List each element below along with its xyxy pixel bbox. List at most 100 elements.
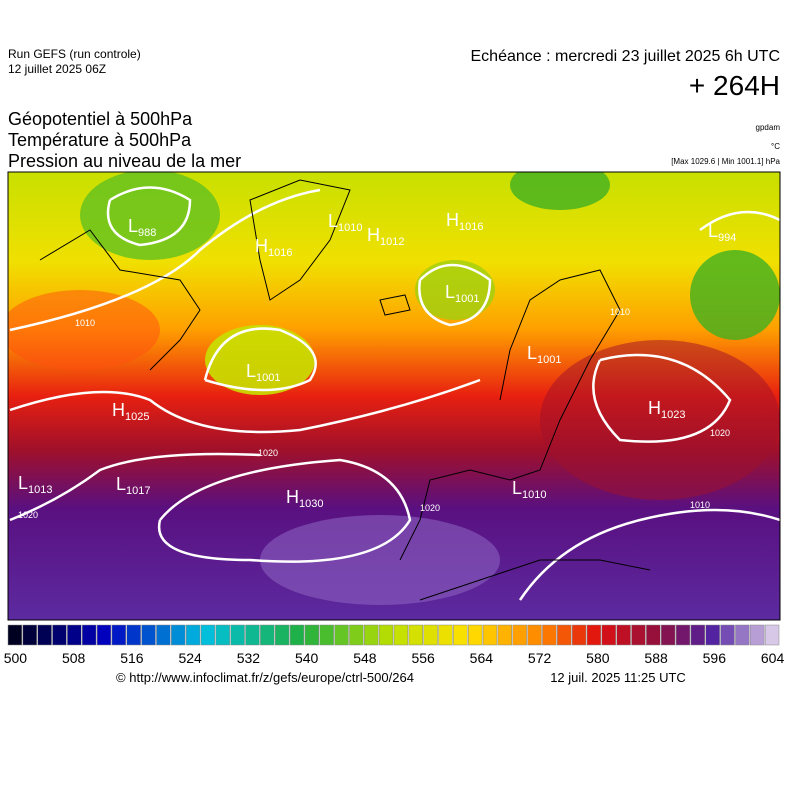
colorbar-swatch: [512, 624, 527, 646]
pressure-center: H1016: [255, 236, 292, 259]
colorbar-swatch: [438, 624, 453, 646]
colorbar-tick-label: 564: [470, 650, 494, 666]
colorbar-swatch: [646, 624, 661, 646]
colorbar-tick-label: 596: [703, 650, 727, 666]
isobar-label: 1020: [420, 503, 440, 513]
center-value: 994: [718, 232, 736, 244]
colorbar-tick-label: 556: [411, 650, 435, 666]
pressure-center: L1010: [512, 478, 547, 501]
center-value: 1001: [455, 293, 479, 305]
center-kind: H: [255, 236, 268, 256]
colorbar-swatch: [334, 624, 349, 646]
colorbar-swatch: [126, 624, 141, 646]
center-value: 1012: [380, 236, 404, 248]
colorbar-swatch: [705, 624, 720, 646]
colorbar-swatch: [601, 624, 616, 646]
colorbar-swatch: [52, 624, 67, 646]
colorbar-swatch: [37, 624, 52, 646]
center-value: 1025: [125, 411, 149, 423]
colorbar-swatch: [631, 624, 646, 646]
colorbar-swatch: [735, 624, 750, 646]
title: Température à 500hPa: [8, 130, 192, 150]
colorbar-swatch: [230, 624, 245, 646]
run-label: Run GEFS (run controle): [8, 47, 141, 61]
unit: °C: [771, 142, 780, 151]
colorbar-swatch: [720, 624, 735, 646]
colorbar-tick-label: 572: [528, 650, 552, 666]
pressure-center: H1016: [446, 210, 483, 233]
unit: gpdam: [756, 123, 781, 132]
colorbar-swatch: [660, 624, 676, 646]
title: Géopotentiel à 500hPa: [8, 109, 193, 129]
colorbar-swatch: [349, 624, 364, 646]
center-kind: L: [328, 211, 338, 231]
center-value: 1001: [256, 372, 280, 384]
colorbar-swatch: [764, 624, 780, 646]
colorbar-swatch: [557, 624, 572, 646]
colorbar-swatch: [571, 624, 587, 646]
run-date: 12 juillet 2025 06Z: [8, 62, 106, 76]
title: Pression au niveau de la mer: [8, 151, 241, 171]
center-kind: H: [446, 210, 459, 230]
colorbar-swatch: [96, 624, 112, 646]
center-value: 1016: [268, 247, 292, 259]
colorbar-swatch: [156, 624, 171, 646]
center-value: 1001: [537, 354, 561, 366]
colorbar-tick-label: 604: [761, 650, 785, 666]
center-kind: L: [116, 474, 126, 494]
colorbar-tick-label: 548: [353, 650, 377, 666]
unit: [Max 1029.6 | Min 1001.1] hPa: [671, 157, 780, 166]
colorbar-swatch: [22, 624, 37, 646]
colorbar-swatch: [185, 624, 201, 646]
center-value: 1010: [522, 489, 546, 501]
colorbar-swatch: [111, 624, 127, 646]
colorbar-tick-label: 508: [62, 650, 86, 666]
pressure-center: L1017: [116, 474, 151, 497]
center-kind: L: [18, 473, 28, 493]
colorbar-swatch: [393, 624, 409, 646]
colorbar-swatch: [200, 624, 216, 646]
center-kind: H: [112, 400, 125, 420]
colorbar-swatch: [289, 624, 305, 646]
colorbar-swatch: [260, 624, 275, 646]
colorbar-tick-label: 524: [178, 650, 202, 666]
colorbar-swatch: [364, 624, 379, 646]
isobar-label: 1010: [690, 500, 710, 510]
colorbar-swatch: [497, 624, 513, 646]
colorbar-tick-label: 588: [644, 650, 668, 666]
center-kind: H: [648, 398, 661, 418]
colorbar-tick-label: 580: [586, 650, 610, 666]
center-value: 1013: [28, 484, 52, 496]
center-kind: H: [286, 487, 299, 507]
map: [8, 172, 780, 620]
colorbar-swatch: [81, 624, 97, 646]
center-value: 1016: [459, 221, 483, 233]
colorbar-swatch: [171, 624, 186, 646]
colorbar-swatch: [750, 624, 765, 646]
pressure-center: H1012: [367, 225, 404, 248]
colorbar-tick-label: 500: [4, 650, 28, 666]
isobar-label: 1020: [18, 510, 38, 520]
colorbar-swatch: [586, 624, 602, 646]
colorbar-swatch: [245, 624, 260, 646]
footer-source: © http://www.infoclimat.fr/z/gefs/europe…: [116, 670, 414, 685]
colorbar-swatch: [408, 624, 423, 646]
colorbar-swatch: [690, 624, 706, 646]
colorbar-swatch: [274, 624, 290, 646]
colorbar-swatch: [616, 624, 631, 646]
pressure-center: L1013: [18, 473, 53, 496]
valid-time: Echéance : mercredi 23 juillet 2025 6h U…: [471, 48, 781, 65]
colorbar-swatch: [542, 624, 557, 646]
colorbar-tick-label: 540: [295, 650, 319, 666]
pressure-center: L1001: [445, 282, 480, 305]
colorbar-tick-label: 532: [237, 650, 261, 666]
pressure-center: L994: [708, 221, 736, 244]
isobar-label: 1010: [610, 307, 630, 317]
colorbar-swatch: [482, 624, 498, 646]
isobar-label: 1010: [75, 318, 95, 328]
footer-date: 12 juil. 2025 11:25 UTC: [550, 670, 686, 685]
center-value: 988: [138, 227, 156, 239]
lead-time: + 264H: [689, 70, 780, 101]
colorbar-swatch: [304, 624, 320, 646]
